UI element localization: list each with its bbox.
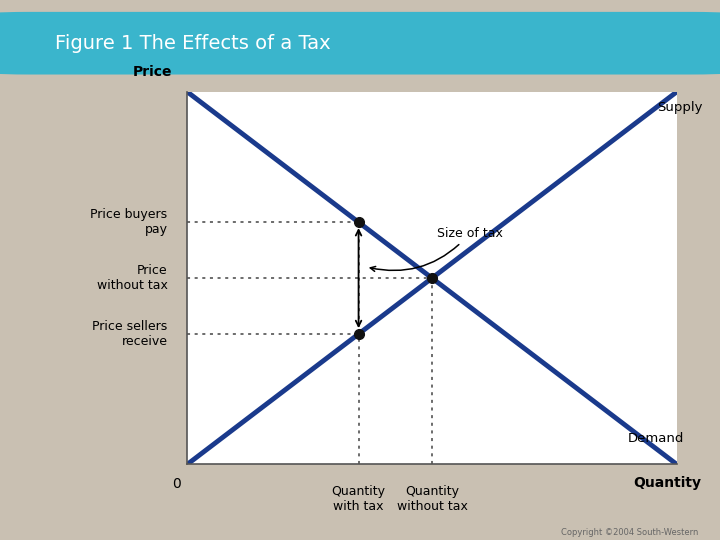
Text: Copyright ©2004 South-Western: Copyright ©2004 South-Western [561,528,698,537]
FancyBboxPatch shape [0,12,720,75]
Text: Quantity: Quantity [634,476,701,490]
Text: Quantity
with tax: Quantity with tax [332,485,386,513]
Text: Supply: Supply [657,101,703,114]
Text: Price: Price [133,65,173,79]
Text: 0: 0 [172,477,181,491]
Text: Price buyers
pay: Price buyers pay [91,208,168,236]
Text: Figure 1 The Effects of a Tax: Figure 1 The Effects of a Tax [55,33,331,53]
Text: Quantity
without tax: Quantity without tax [397,485,467,513]
Text: Demand: Demand [628,432,684,445]
Text: Price sellers
receive: Price sellers receive [92,320,168,348]
Text: Price
without tax: Price without tax [96,264,168,292]
Text: Size of tax: Size of tax [370,227,503,272]
